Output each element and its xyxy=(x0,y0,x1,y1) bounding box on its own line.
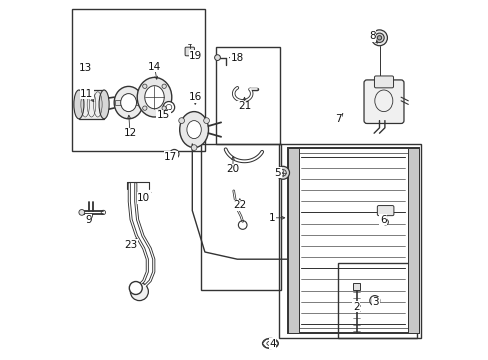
Bar xyxy=(287,148,299,333)
Bar xyxy=(337,263,416,338)
Bar xyxy=(352,283,360,290)
Text: 6: 6 xyxy=(379,215,386,225)
Text: 21: 21 xyxy=(237,101,251,111)
Text: 2: 2 xyxy=(352,302,359,312)
Circle shape xyxy=(369,296,379,306)
Bar xyxy=(72,9,204,151)
Ellipse shape xyxy=(262,338,278,348)
Text: 12: 12 xyxy=(123,128,136,138)
Ellipse shape xyxy=(179,112,208,148)
Text: 10: 10 xyxy=(137,193,150,203)
Text: 17: 17 xyxy=(164,152,177,162)
Circle shape xyxy=(142,106,147,110)
Text: 8: 8 xyxy=(368,31,375,41)
Text: 18: 18 xyxy=(230,53,244,63)
Bar xyxy=(407,148,418,333)
Circle shape xyxy=(129,282,142,294)
Circle shape xyxy=(191,145,197,150)
Ellipse shape xyxy=(144,86,164,109)
Bar xyxy=(79,90,104,119)
Circle shape xyxy=(162,106,166,110)
FancyBboxPatch shape xyxy=(377,206,393,216)
Text: 23: 23 xyxy=(124,240,138,250)
Ellipse shape xyxy=(99,90,109,119)
Ellipse shape xyxy=(74,90,84,119)
Bar xyxy=(201,144,280,290)
Circle shape xyxy=(169,149,179,159)
Ellipse shape xyxy=(121,94,136,112)
Text: 7: 7 xyxy=(334,114,341,124)
Text: 16: 16 xyxy=(189,92,202,102)
Circle shape xyxy=(382,219,387,225)
Circle shape xyxy=(203,118,209,123)
Circle shape xyxy=(79,210,84,215)
Text: 4: 4 xyxy=(269,339,275,349)
FancyBboxPatch shape xyxy=(185,47,194,56)
Circle shape xyxy=(374,33,384,42)
Bar xyxy=(115,100,142,105)
FancyBboxPatch shape xyxy=(374,76,393,88)
Ellipse shape xyxy=(186,121,201,139)
Text: 20: 20 xyxy=(226,164,239,174)
Circle shape xyxy=(163,102,174,113)
Circle shape xyxy=(276,166,289,179)
Circle shape xyxy=(377,36,381,40)
Text: 15: 15 xyxy=(157,110,170,120)
Bar xyxy=(215,47,280,144)
Circle shape xyxy=(142,84,147,89)
Text: 19: 19 xyxy=(189,51,202,61)
Circle shape xyxy=(130,283,148,301)
FancyBboxPatch shape xyxy=(363,80,403,123)
Circle shape xyxy=(162,84,166,89)
Circle shape xyxy=(371,30,386,46)
Bar xyxy=(287,148,418,333)
Text: 14: 14 xyxy=(147,62,161,72)
Text: 9: 9 xyxy=(85,215,92,225)
Text: 13: 13 xyxy=(78,63,91,73)
Text: 3: 3 xyxy=(372,297,378,307)
Text: 11: 11 xyxy=(80,89,93,99)
Bar xyxy=(278,144,420,338)
Ellipse shape xyxy=(114,86,142,119)
Circle shape xyxy=(179,118,184,123)
Bar xyxy=(299,153,407,328)
Text: 1: 1 xyxy=(269,213,275,223)
Text: 5: 5 xyxy=(274,168,281,178)
Text: 22: 22 xyxy=(233,200,246,210)
Ellipse shape xyxy=(137,77,171,117)
Circle shape xyxy=(214,55,220,60)
